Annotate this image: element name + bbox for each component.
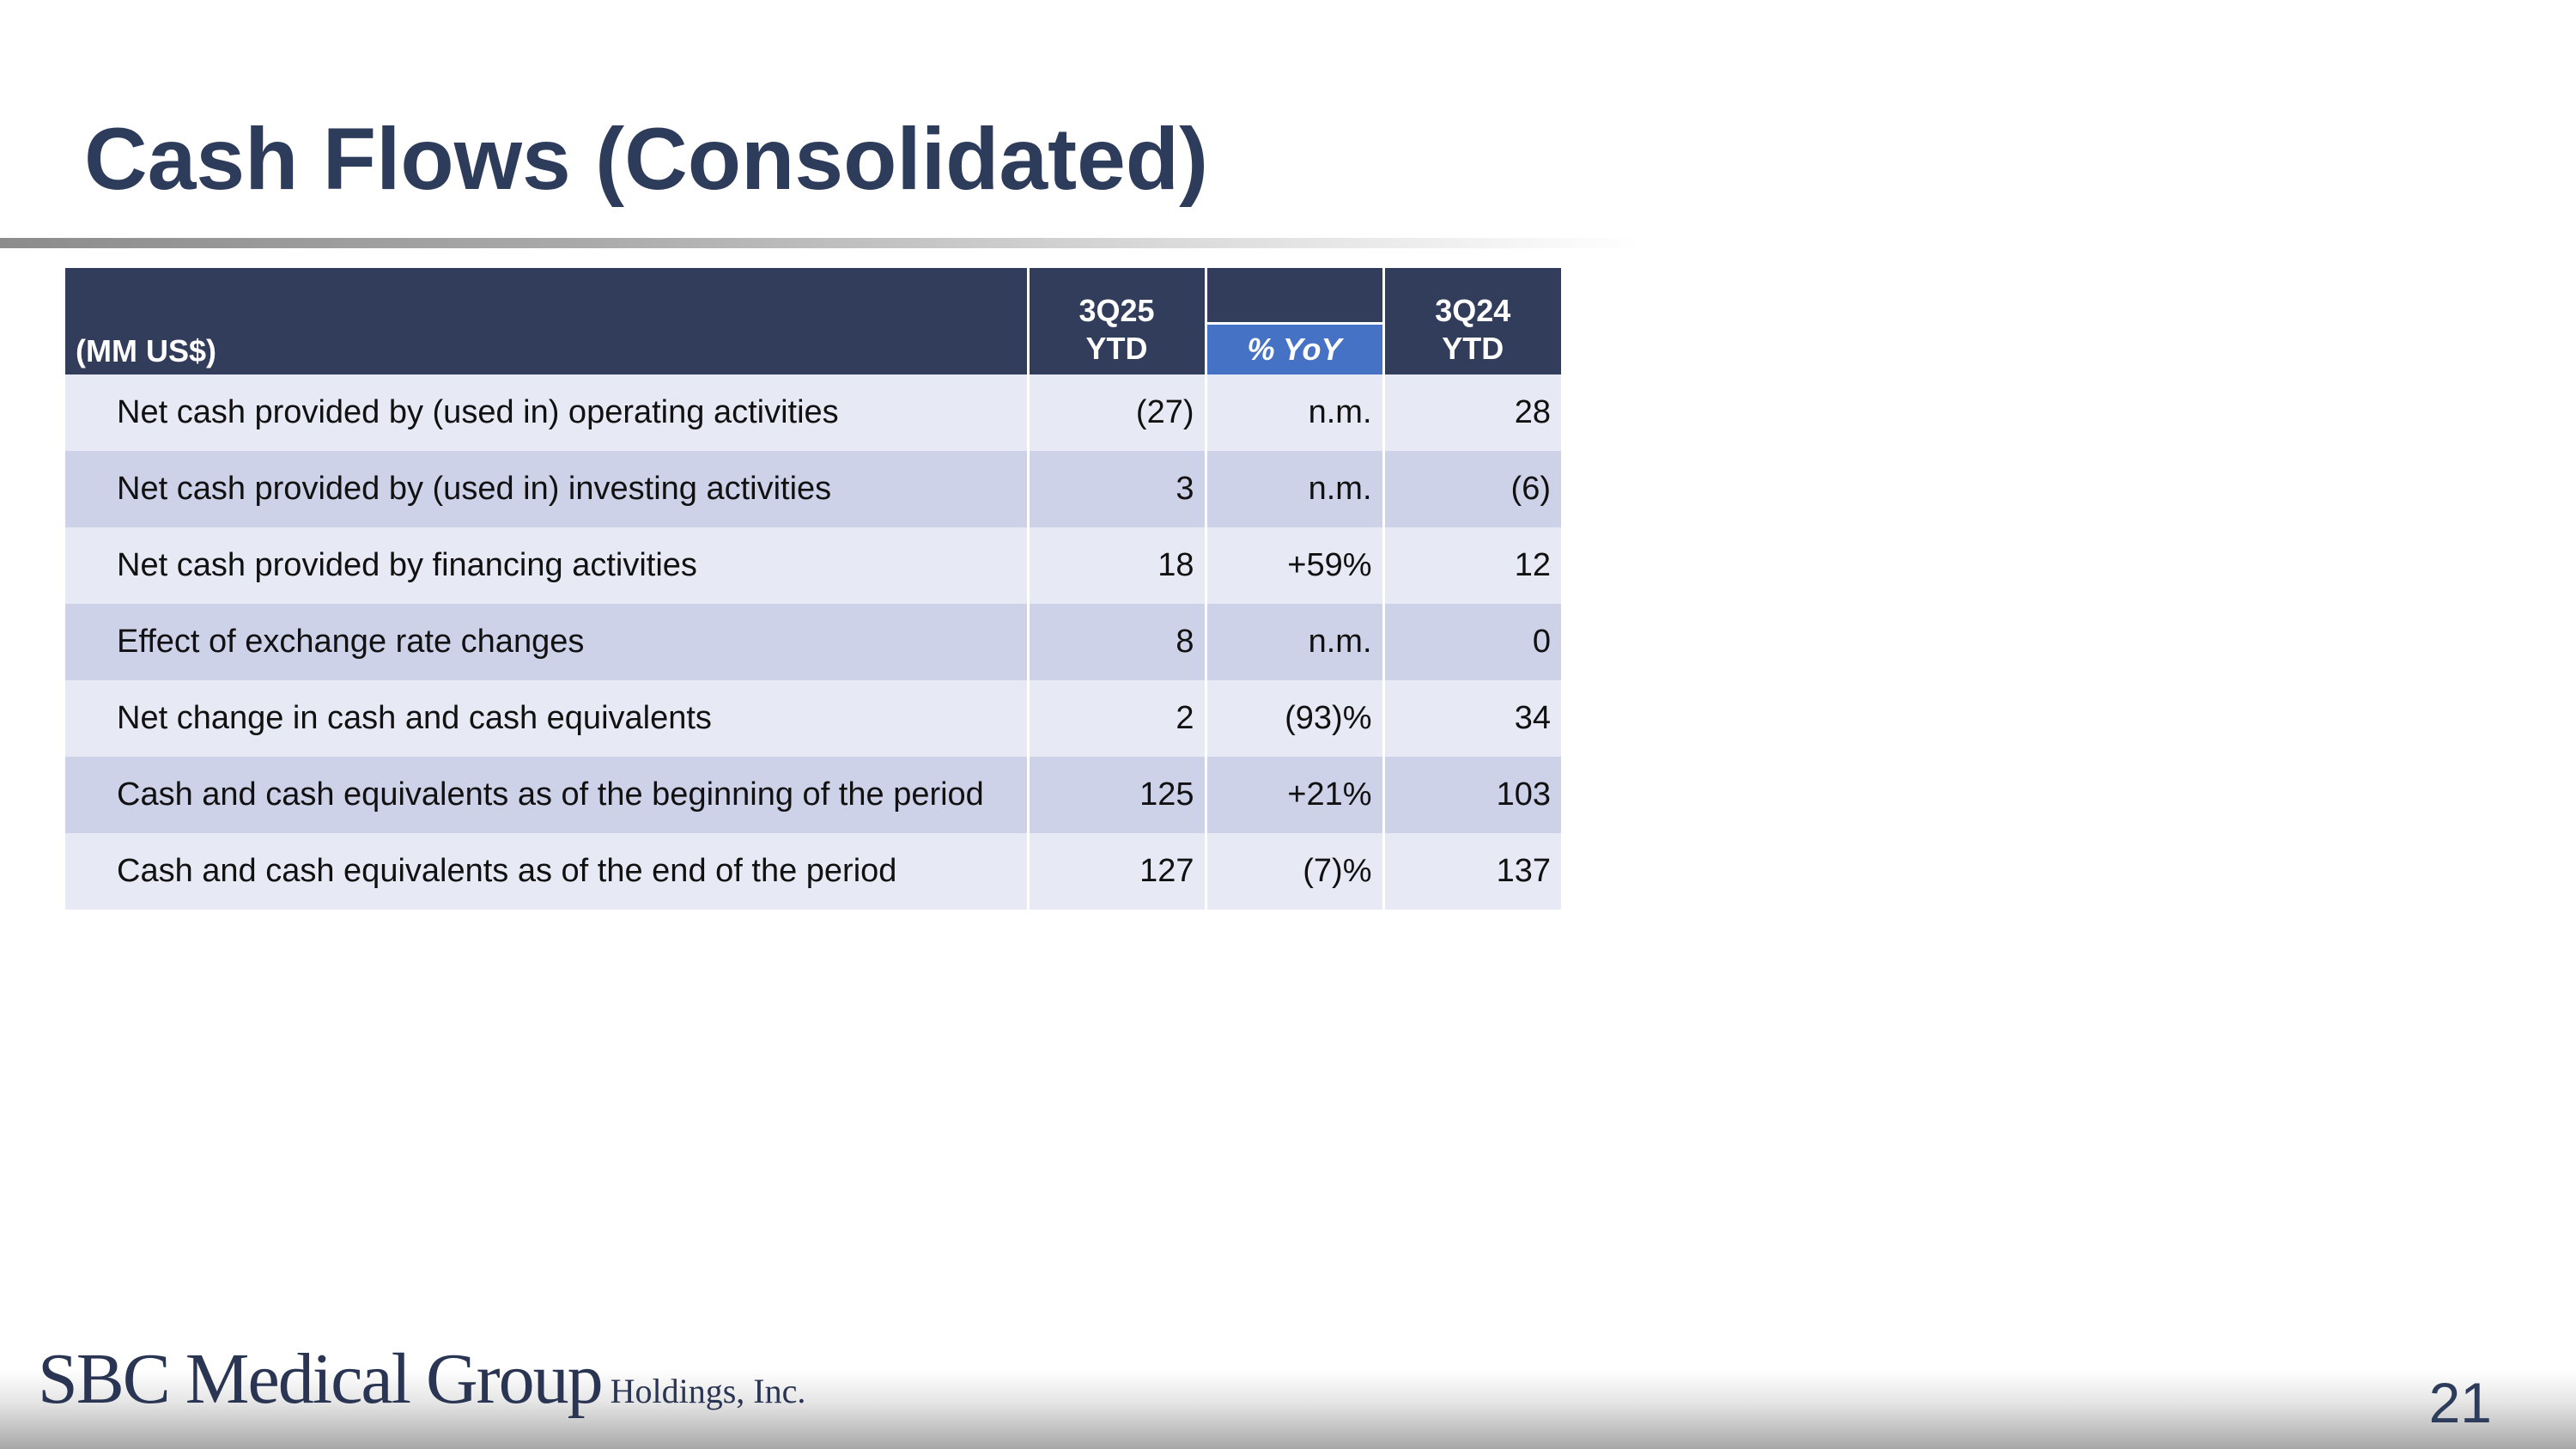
row-label: Cash and cash equivalents as of the begi… [65, 757, 1030, 833]
cash-flows-table: (MM US$) 3Q25 YTD % YoY 3Q24 YTD Net cas… [65, 268, 1561, 910]
prior-value: (6) [1383, 451, 1561, 527]
row-label: Net cash provided by (used in) investing… [65, 451, 1030, 527]
logo-wordmark: SBC Medical Group [38, 1339, 604, 1419]
yoy-value: +21% [1206, 757, 1385, 833]
slide-title: Cash Flows (Consolidated) [84, 110, 1209, 208]
yoy-value: n.m. [1206, 374, 1385, 451]
prior-value: 12 [1383, 527, 1561, 604]
table-row: Cash and cash equivalents as of the begi… [65, 757, 1561, 833]
row-label: Net cash provided by (used in) operating… [65, 374, 1030, 451]
table-row: Net change in cash and cash equivalents … [65, 680, 1561, 757]
table-header-row: (MM US$) 3Q25 YTD % YoY 3Q24 YTD [65, 268, 1561, 374]
prior-value: 137 [1383, 833, 1561, 910]
current-value: 3 [1028, 451, 1207, 527]
current-value: 8 [1028, 604, 1207, 680]
row-label: Effect of exchange rate changes [65, 604, 1030, 680]
current-period-quarter: 3Q25 [1078, 293, 1155, 328]
prior-value: 103 [1383, 757, 1561, 833]
current-value: 127 [1028, 833, 1207, 910]
row-label: Net cash provided by financing activitie… [65, 527, 1030, 604]
table-row: Cash and cash equivalents as of the end … [65, 833, 1561, 910]
prior-value: 0 [1383, 604, 1561, 680]
table-row: Effect of exchange rate changes 8 n.m. 0 [65, 604, 1561, 680]
current-value: 125 [1028, 757, 1207, 833]
current-value: 2 [1028, 680, 1207, 757]
footer-band [0, 1370, 2576, 1449]
yoy-header: % YoY [1206, 268, 1385, 374]
current-period-header: 3Q25 YTD [1028, 268, 1207, 374]
title-underline [0, 238, 1640, 248]
company-logo: SBC Medical Group Holdings, Inc. [38, 1343, 805, 1416]
yoy-value: (7)% [1206, 833, 1385, 910]
prior-value: 34 [1383, 680, 1561, 757]
yoy-badge: % YoY [1206, 322, 1382, 374]
yoy-value: (93)% [1206, 680, 1385, 757]
current-value: 18 [1028, 527, 1207, 604]
yoy-value: +59% [1206, 527, 1385, 604]
yoy-value: n.m. [1206, 604, 1385, 680]
page-number: 21 [2428, 1371, 2492, 1434]
prior-period-quarter: 3Q24 [1435, 293, 1511, 328]
yoy-value: n.m. [1206, 451, 1385, 527]
prior-period-ytd: YTD [1442, 331, 1504, 366]
row-label: Cash and cash equivalents as of the end … [65, 833, 1030, 910]
current-period-ytd: YTD [1085, 331, 1148, 366]
table-row: Net cash provided by (used in) investing… [65, 451, 1561, 527]
current-value: (27) [1028, 374, 1207, 451]
row-label: Net change in cash and cash equivalents [65, 680, 1030, 757]
unit-header: (MM US$) [65, 268, 1030, 374]
table-row: Net cash provided by financing activitie… [65, 527, 1561, 604]
prior-value: 28 [1383, 374, 1561, 451]
logo-subtitle: Holdings, Inc. [610, 1372, 806, 1410]
table-row: Net cash provided by (used in) operating… [65, 374, 1561, 451]
prior-period-header: 3Q24 YTD [1383, 268, 1561, 374]
